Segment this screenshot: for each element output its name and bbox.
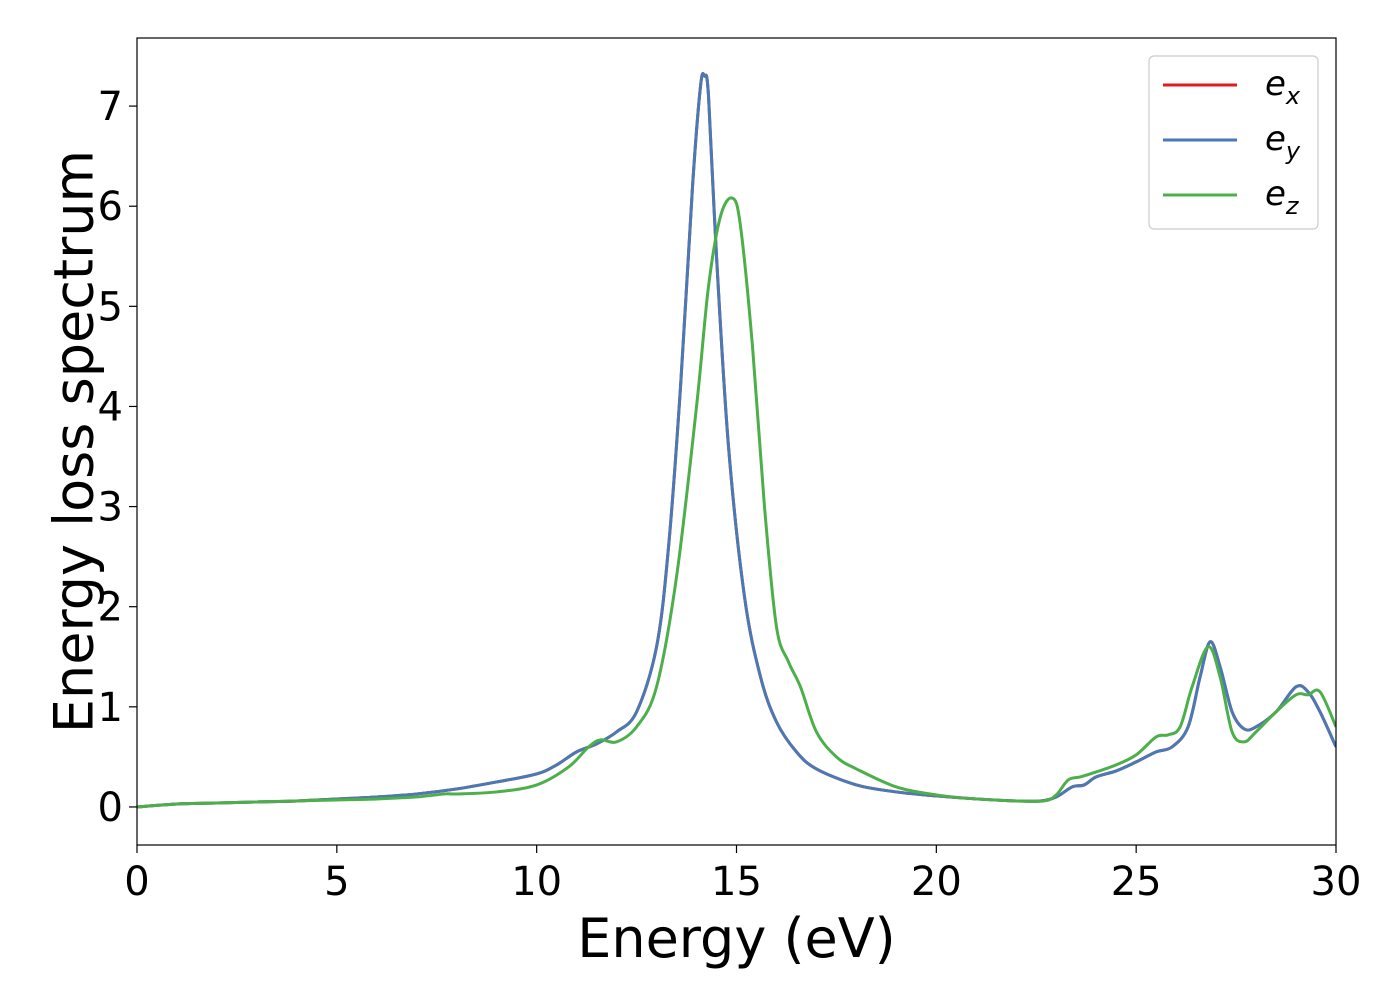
legend-box — [1148, 55, 1319, 230]
y-tick-label: 5 — [98, 284, 123, 330]
x-tick-label: 20 — [911, 859, 962, 905]
y-tick-label: 4 — [98, 384, 123, 430]
legend-label-z: ez — [1265, 174, 1300, 220]
y-tick-label: 7 — [98, 84, 123, 130]
series-line-y — [137, 72, 1336, 809]
y-tick-label: 3 — [98, 485, 123, 531]
y-tick-label: 0 — [98, 785, 123, 831]
x-tick-label: 10 — [511, 859, 562, 905]
y-tick-label: 1 — [98, 685, 123, 731]
x-tick-label: 30 — [1311, 859, 1362, 905]
series-line-z — [137, 196, 1336, 809]
y-tick-label: 6 — [98, 184, 123, 230]
x-tick-label: 25 — [1111, 859, 1162, 905]
legend-label-x: ex — [1265, 64, 1301, 110]
y-tick-label: 2 — [98, 585, 123, 631]
series-layer — [137, 72, 1336, 809]
x-tick-label: 5 — [324, 859, 349, 905]
legend-label-y: ey — [1265, 119, 1301, 165]
legend: ex ey ez — [1148, 55, 1319, 230]
x-tick-label: 0 — [124, 859, 149, 905]
x-axis-title: Energy (eV) — [577, 907, 896, 970]
y-axis-title: Energy loss spectrum — [43, 150, 106, 733]
x-tick-label: 15 — [711, 859, 762, 905]
ticks-layer: 0 5 10 15 20 25 30 0 1 2 3 4 5 6 7 — [98, 84, 1362, 905]
